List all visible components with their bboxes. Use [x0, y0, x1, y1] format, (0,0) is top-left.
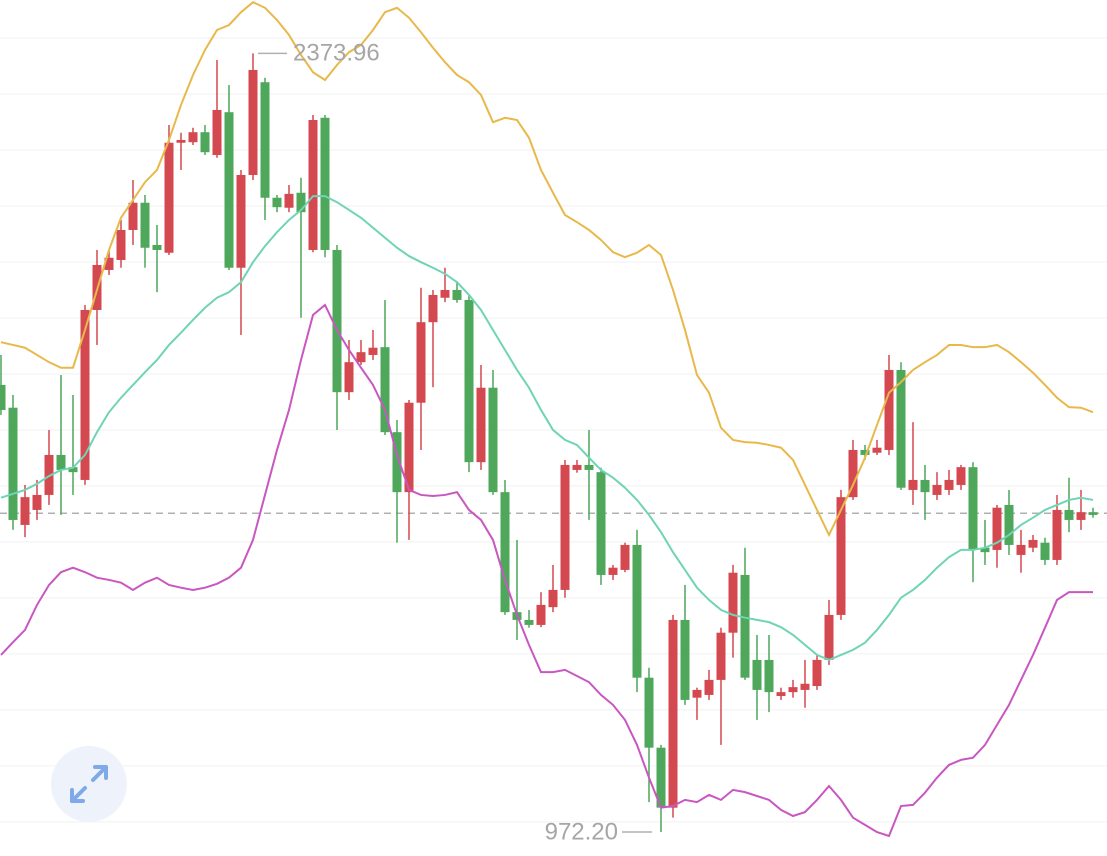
candle-body — [548, 589, 558, 608]
candle-body — [884, 369, 894, 450]
candle-body — [476, 387, 486, 463]
candle-body — [0, 384, 6, 410]
candle-body — [680, 619, 690, 700]
candle-body — [332, 249, 342, 393]
candle-body — [740, 574, 750, 678]
candle-body — [188, 132, 198, 143]
candle-body — [440, 289, 450, 298]
candle-body — [308, 119, 318, 250]
candle-body — [596, 472, 606, 575]
candle-body — [728, 572, 738, 633]
candle-body — [704, 679, 714, 695]
candle-body — [80, 309, 90, 480]
band-line — [0, 195, 1094, 661]
band-line — [0, 303, 1093, 838]
candle-body — [776, 692, 786, 697]
max-marker-label: 2373.96 — [293, 40, 380, 67]
candle-body — [716, 632, 726, 680]
candle-body — [656, 747, 666, 808]
candle-body — [404, 402, 414, 493]
candle-body — [1052, 509, 1062, 560]
arrow-shaft — [70, 786, 87, 803]
candle-body — [392, 432, 402, 493]
candle-body — [140, 202, 150, 248]
candle-body — [152, 244, 162, 250]
candle-body — [164, 142, 174, 253]
candle-body — [56, 454, 66, 470]
expand-button[interactable] — [51, 746, 127, 822]
candle-body — [128, 202, 138, 230]
candle-body — [524, 619, 534, 625]
candle-body — [692, 689, 702, 698]
expand-button-bg — [51, 746, 127, 822]
candle-body — [932, 484, 942, 495]
candle-body — [1076, 512, 1086, 520]
candle-body — [824, 614, 834, 660]
candle-body — [1028, 539, 1038, 548]
candle-body — [836, 497, 846, 615]
candle-body — [920, 479, 930, 493]
candle-body — [644, 677, 654, 748]
candle-body — [20, 497, 30, 525]
candle-body — [956, 467, 966, 485]
candle-body — [752, 659, 762, 690]
candle-body — [584, 464, 594, 470]
candle-body — [1040, 542, 1050, 560]
candle-body — [416, 322, 426, 403]
candle-body — [212, 109, 222, 155]
candle-body — [68, 467, 78, 473]
min-marker-label: 972.20 — [545, 818, 618, 845]
candle-body — [1004, 504, 1014, 545]
candle-body — [248, 69, 258, 175]
candle-body — [236, 174, 246, 268]
candle-body — [380, 347, 390, 433]
candle-body — [1064, 509, 1074, 520]
candle-body — [572, 464, 582, 470]
candle-body — [104, 257, 114, 270]
candle-body — [284, 193, 294, 208]
band-line — [0, 1, 1094, 538]
candle-body — [1016, 544, 1026, 555]
arrow-shaft — [91, 765, 108, 782]
candle-body — [32, 494, 42, 510]
candle-body — [296, 192, 306, 213]
candle-body — [176, 139, 186, 143]
candle-body — [968, 467, 978, 550]
candle-body — [272, 197, 282, 208]
candle-body — [992, 507, 1002, 550]
candle-body — [200, 132, 210, 153]
candle-body — [368, 347, 378, 355]
candle-body — [668, 619, 678, 808]
candle-body — [908, 479, 918, 490]
candle-body — [116, 229, 126, 260]
candle-body — [848, 449, 858, 498]
candle-body — [320, 117, 330, 250]
candle-body — [800, 683, 810, 690]
candle-body — [872, 447, 882, 453]
candle-body — [944, 479, 954, 490]
candle-body — [500, 492, 510, 613]
candle-body — [896, 369, 906, 488]
candle-body — [1088, 512, 1098, 515]
candle-body — [788, 687, 798, 693]
candle-body — [764, 659, 774, 693]
candle-body — [860, 449, 870, 455]
candle-body — [344, 362, 354, 393]
candle-body — [356, 352, 366, 363]
candle-body — [464, 299, 474, 463]
candle-body — [488, 387, 498, 493]
candle-body — [8, 407, 18, 520]
candle-body — [560, 464, 570, 590]
candle-body — [632, 544, 642, 678]
candle-body — [260, 82, 270, 198]
candle-body — [536, 604, 546, 625]
candle-body — [620, 544, 630, 570]
candle-body — [608, 567, 618, 575]
candle-body — [980, 547, 990, 553]
candle-body — [812, 659, 822, 687]
candle-body — [428, 294, 438, 323]
candle-body — [452, 289, 462, 300]
candle-body — [224, 112, 234, 268]
